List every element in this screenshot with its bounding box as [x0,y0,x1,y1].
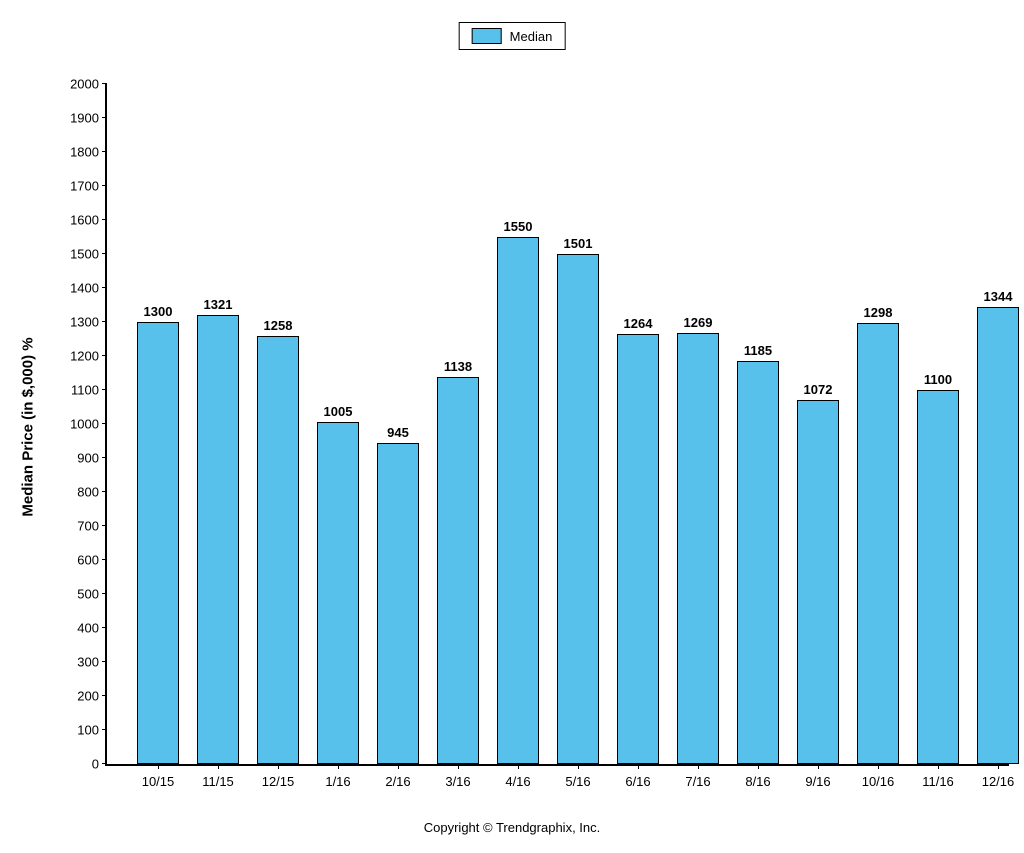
bar-value-label: 1185 [744,343,772,362]
x-tick-mark [758,764,759,769]
y-tick-mark [102,83,107,84]
x-tick-mark [278,764,279,769]
bar: 1300 [137,322,179,764]
y-tick-label: 1600 [70,213,107,228]
bar-value-label: 1258 [264,318,293,337]
bar: 1100 [917,390,959,764]
y-tick-label: 1500 [70,247,107,262]
y-tick-mark [102,695,107,696]
bar: 1138 [437,377,479,764]
bar: 1550 [497,237,539,764]
y-tick-label: 800 [77,485,107,500]
y-tick-label: 1800 [70,145,107,160]
bar-value-label: 1344 [984,289,1013,308]
y-tick-label: 1400 [70,281,107,296]
y-tick-mark [102,117,107,118]
bar: 1185 [737,361,779,764]
y-tick-mark [102,763,107,764]
plot-area: 0100200300400500600700800900100011001200… [105,84,1009,766]
x-tick-mark [938,764,939,769]
y-tick-mark [102,423,107,424]
y-tick-mark [102,559,107,560]
x-tick-mark [878,764,879,769]
bar: 1298 [857,323,899,764]
x-tick-mark [638,764,639,769]
y-tick-mark [102,355,107,356]
bar: 1501 [557,254,599,764]
y-tick-label: 1300 [70,315,107,330]
x-tick-mark [698,764,699,769]
bar: 1321 [197,315,239,764]
bar: 1258 [257,336,299,764]
x-tick-mark [458,764,459,769]
bar-value-label: 1300 [144,304,173,323]
y-tick-mark [102,219,107,220]
y-tick-label: 1100 [71,383,107,398]
bar: 1072 [797,400,839,764]
y-tick-label: 400 [77,621,107,636]
x-tick-mark [518,764,519,769]
legend-swatch [472,28,502,44]
y-tick-label: 0 [92,757,107,772]
y-tick-label: 2000 [70,77,107,92]
bar-value-label: 1264 [624,316,653,335]
y-tick-label: 1900 [70,111,107,126]
legend: Median [459,22,566,50]
x-tick-mark [578,764,579,769]
y-tick-label: 900 [77,451,107,466]
y-tick-mark [102,389,107,390]
bar-value-label: 1298 [864,305,893,324]
x-tick-mark [218,764,219,769]
y-tick-mark [102,253,107,254]
y-tick-mark [102,321,107,322]
x-tick-mark [338,764,339,769]
bar: 1269 [677,333,719,764]
y-tick-mark [102,627,107,628]
y-tick-label: 1700 [70,179,107,194]
legend-label: Median [510,29,553,44]
bar-value-label: 1100 [924,372,952,391]
y-tick-mark [102,151,107,152]
y-tick-mark [102,525,107,526]
y-tick-mark [102,593,107,594]
bar-value-label: 1550 [504,219,533,238]
y-tick-mark [102,491,107,492]
y-tick-label: 200 [77,689,107,704]
y-tick-label: 1200 [70,349,107,364]
y-tick-label: 700 [77,519,107,534]
bar-value-label: 945 [387,425,409,444]
y-tick-label: 600 [77,553,107,568]
y-tick-mark [102,661,107,662]
bar: 1005 [317,422,359,764]
bar-value-label: 1138 [444,359,472,378]
x-tick-mark [158,764,159,769]
bar: 945 [377,443,419,764]
x-tick-mark [818,764,819,769]
bar-value-label: 1269 [684,315,713,334]
bar-value-label: 1005 [324,404,353,423]
bar: 1264 [617,334,659,764]
y-tick-mark [102,287,107,288]
y-tick-mark [102,185,107,186]
bar-value-label: 1321 [204,297,233,316]
y-axis-label: Median Price (in $,000) % [20,337,37,516]
y-tick-label: 100 [77,723,107,738]
y-tick-label: 1000 [70,417,107,432]
copyright-text: Copyright © Trendgraphix, Inc. [424,820,601,835]
y-tick-mark [102,457,107,458]
bar-value-label: 1072 [804,382,833,401]
bar-value-label: 1501 [564,236,593,255]
bar: 1344 [977,307,1019,764]
chart-container: Median Median Price (in $,000) % 0100200… [0,0,1024,853]
y-tick-label: 300 [77,655,107,670]
x-tick-mark [998,764,999,769]
x-tick-mark [398,764,399,769]
y-tick-mark [102,729,107,730]
y-tick-label: 500 [77,587,107,602]
